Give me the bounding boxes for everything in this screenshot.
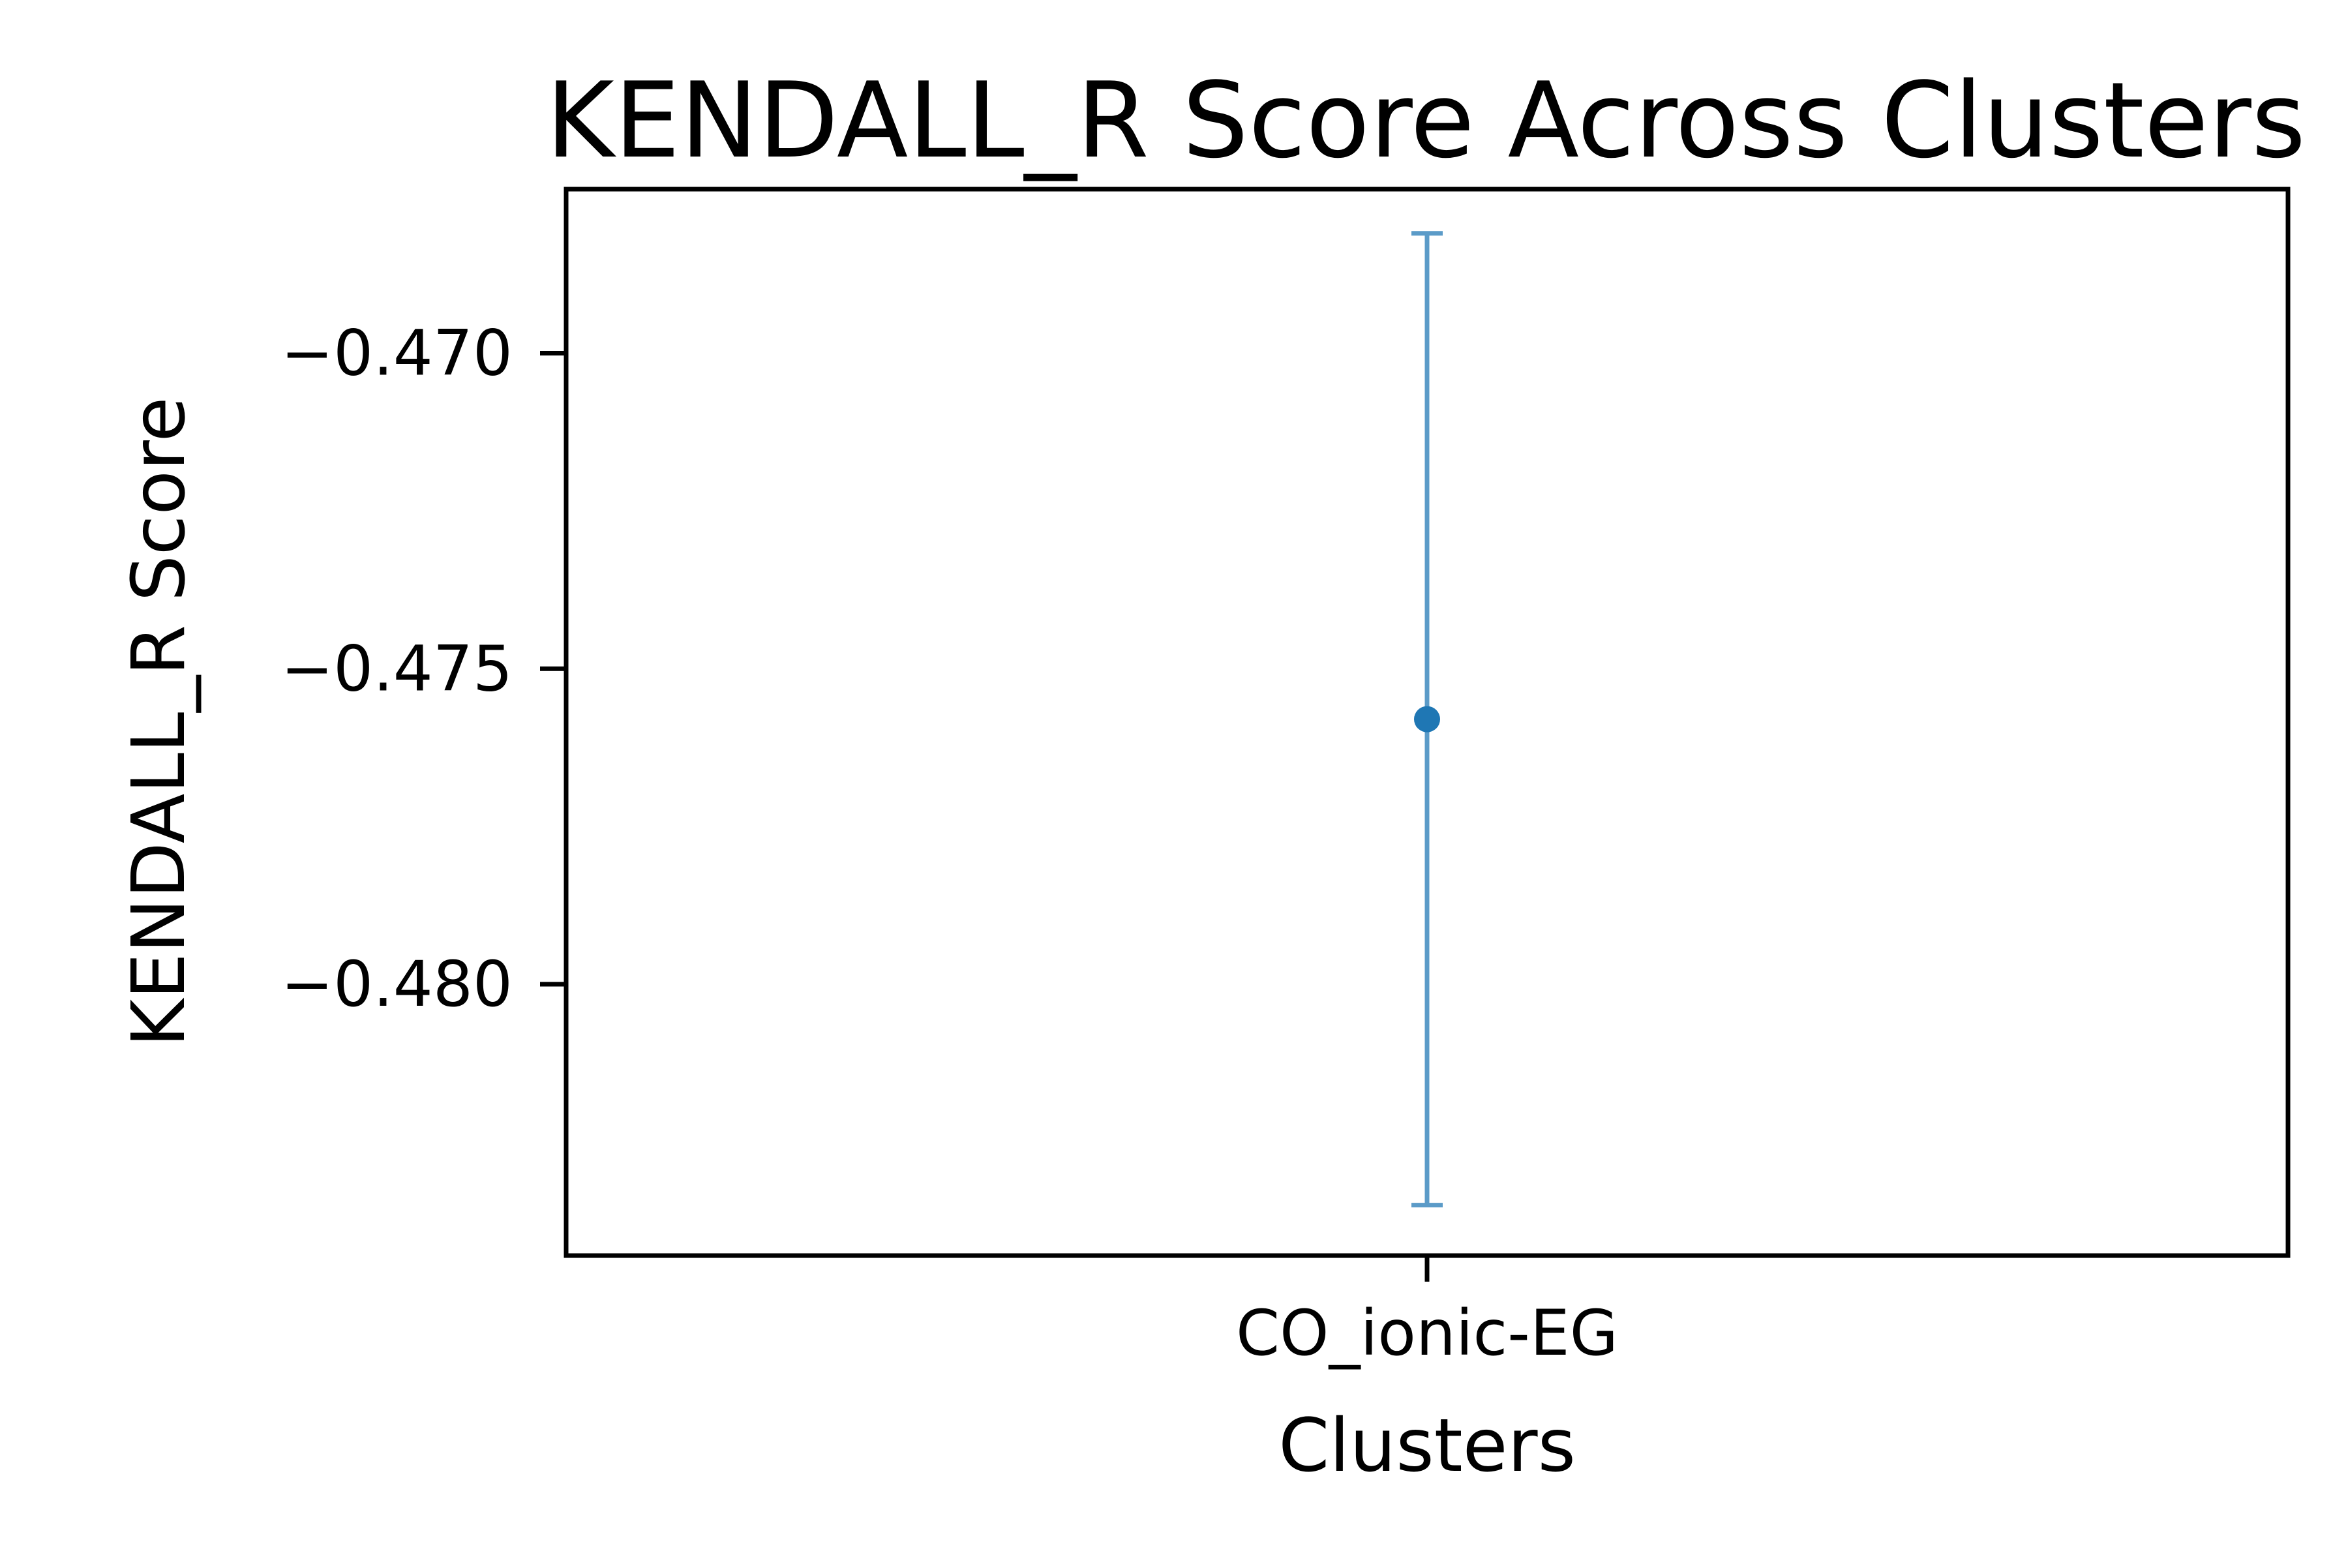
x-tick-label: CO_ionic-EG <box>1236 1297 1618 1370</box>
y-tick-label: −0.470 <box>281 317 513 390</box>
x-axis-label: Clusters <box>1278 1404 1576 1488</box>
y-tick-label: −0.475 <box>281 632 513 705</box>
data-marks <box>1411 231 1443 1208</box>
y-axis-label: KENDALL_R Score <box>117 397 202 1048</box>
data-point <box>1414 706 1440 732</box>
chart-title: KENDALL_R Score Across Clusters <box>546 59 2306 181</box>
x-axis: CO_ionic-EG <box>1236 1256 1618 1370</box>
y-axis: −0.470 −0.475 −0.480 <box>281 317 566 1021</box>
y-tick-label: −0.480 <box>281 948 513 1021</box>
